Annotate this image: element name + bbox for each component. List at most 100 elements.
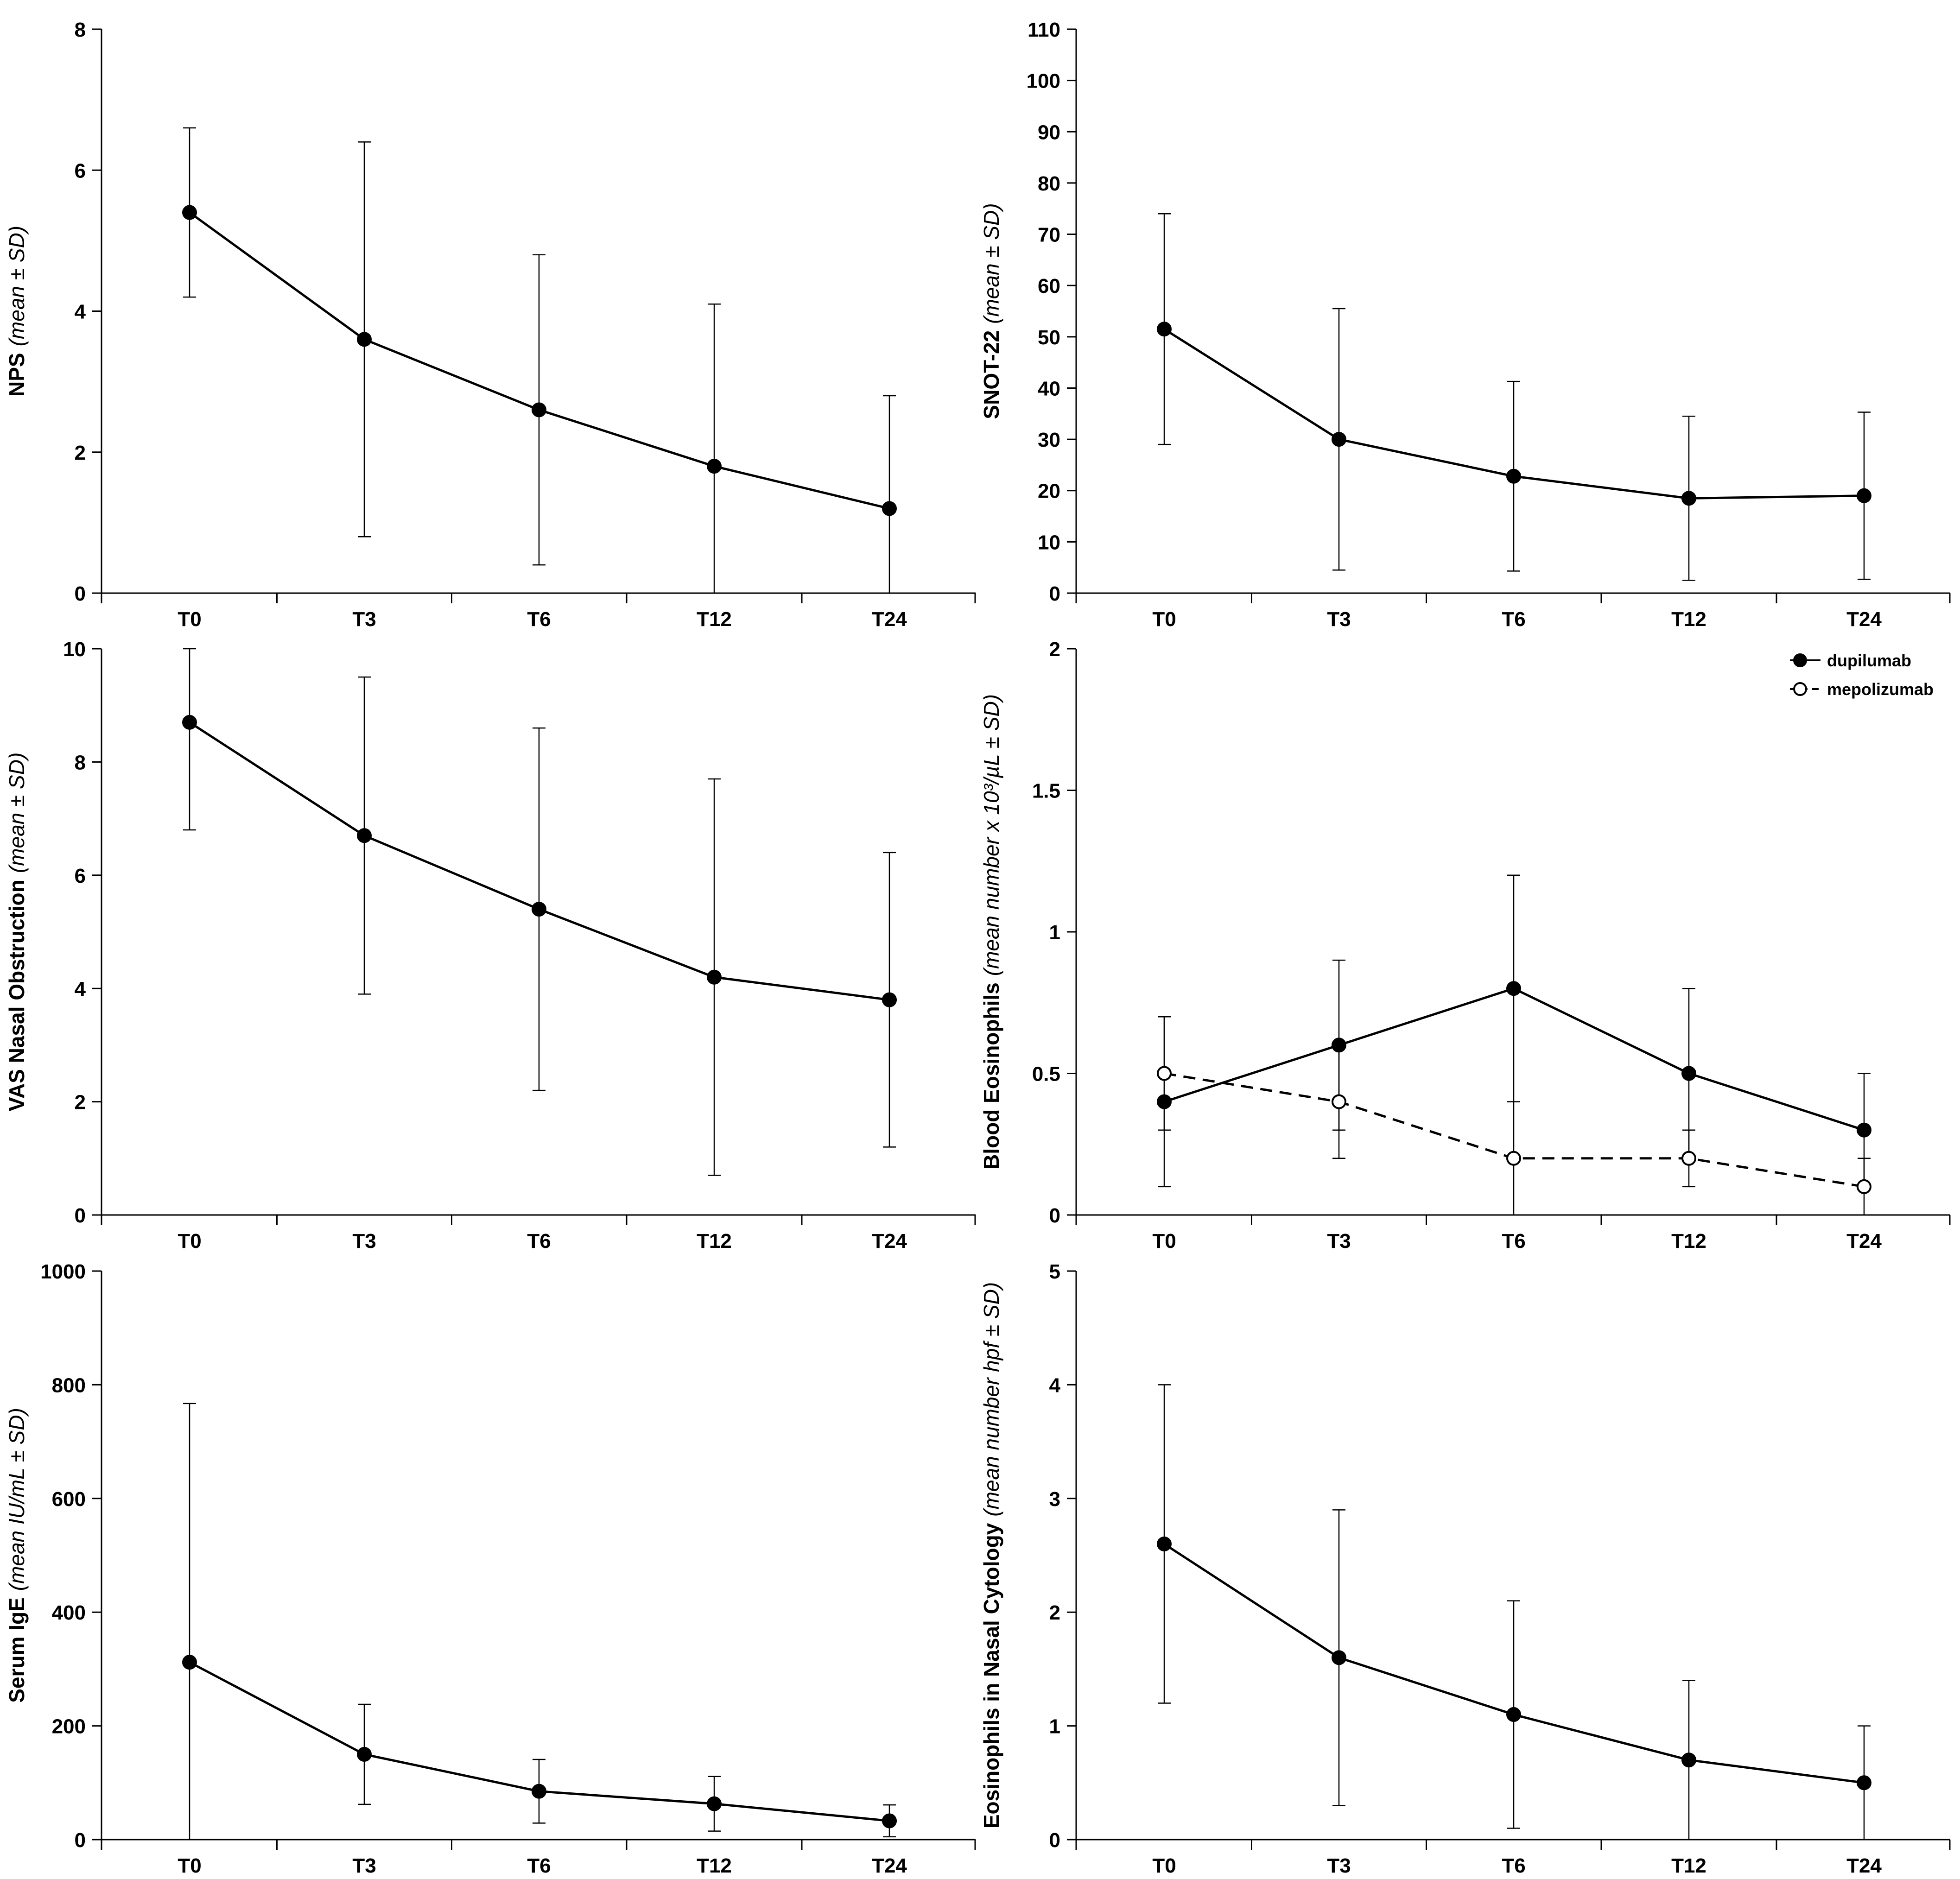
x-tick-label: T0 [178, 1230, 201, 1253]
data-point [1332, 1650, 1346, 1665]
y-tick-label: 0 [75, 582, 86, 605]
x-tick-label: T3 [1327, 1854, 1351, 1877]
data-point [1857, 488, 1871, 503]
data-point [882, 501, 897, 516]
legend-label: dupilumab [1827, 651, 1911, 670]
chart-panel-blood_eos: 0 0.5 1 1.5 2 T0 T3 T6 T12 T24 Blood Eosinophils (m… [979, 638, 1951, 1253]
data-point [1157, 1536, 1172, 1551]
legend-marker [1793, 653, 1807, 667]
y-axis-title-main: NPS [5, 353, 29, 397]
x-tick-label: T24 [872, 1230, 907, 1253]
x-tick-label: T0 [178, 1854, 201, 1877]
chart-panel-snot22: 0 10 20 30 40 50 60 70 80 90 100 110 T0 T3 T6 T12 T24 SNO… [979, 19, 1951, 631]
y-tick-label: 60 [1038, 275, 1060, 297]
y-tick-label: 110 [1028, 19, 1060, 41]
x-tick-label: T0 [178, 608, 201, 631]
chart-panel-vas: 0 2 4 6 8 10 T0 T3 T6 T12 T24 VAS Nasal Obstruction… [5, 638, 976, 1253]
x-tick-label: T6 [1502, 608, 1525, 631]
y-tick-label: 2 [1049, 638, 1060, 661]
y-tick-label: 0 [1049, 582, 1060, 605]
y-axis-title-main: Blood Eosinophils [979, 982, 1003, 1170]
y-tick-label: 4 [75, 978, 86, 1000]
y-tick-label: 0 [75, 1829, 86, 1852]
y-tick-label: 2 [75, 1091, 86, 1114]
y-tick-label: 0 [1049, 1829, 1060, 1852]
data-point [357, 332, 372, 347]
data-point [1681, 1066, 1696, 1081]
data-point [532, 902, 546, 917]
x-tick-label: T24 [1846, 608, 1882, 631]
data-point [1857, 1122, 1871, 1138]
y-tick-label: 8 [75, 19, 86, 41]
data-point [1506, 468, 1521, 484]
y-tick-label: 200 [52, 1715, 86, 1738]
y-axis-title-main: VAS Nasal Obstruction [5, 879, 29, 1111]
data-point [182, 1655, 197, 1670]
data-point [182, 715, 197, 730]
y-axis-title-main: SNOT-22 [979, 330, 1003, 419]
y-axis-title: VAS Nasal Obstruction (mean ± SD) [5, 753, 29, 1112]
x-tick-label: T6 [527, 1230, 551, 1253]
y-axis-title-main: Eosinophils in Nasal Cytology [979, 1523, 1003, 1828]
x-tick-label: T3 [352, 1854, 376, 1877]
series-mepolizumab [1157, 1016, 1871, 1215]
y-tick-label: 1000 [40, 1260, 86, 1283]
y-tick-label: 10 [1038, 531, 1060, 554]
data-point [1681, 1752, 1696, 1768]
data-point [882, 992, 897, 1007]
data-point [532, 402, 546, 418]
y-axis-title-unit: (mean ± SD) [979, 203, 1003, 323]
data-point [1857, 1179, 1871, 1194]
x-tick-label: T12 [697, 1230, 732, 1253]
y-tick-label: 30 [1038, 429, 1060, 451]
data-point [357, 1746, 372, 1762]
y-tick-label: 90 [1038, 121, 1060, 144]
data-point [707, 459, 722, 474]
y-tick-label: 800 [52, 1374, 86, 1397]
y-tick-label: 2 [75, 442, 86, 464]
data-point [1857, 1775, 1871, 1790]
y-tick-label: 1 [1049, 1715, 1060, 1738]
y-axis-title-unit: (mean ± SD) [5, 753, 29, 873]
y-tick-label: 50 [1038, 326, 1060, 349]
y-axis-title-main: Serum IgE [5, 1597, 29, 1703]
y-tick-label: 4 [1049, 1374, 1061, 1397]
y-tick-label: 100 [1027, 70, 1060, 93]
data-point [1332, 432, 1346, 447]
y-tick-label: 6 [75, 159, 86, 182]
data-point [1506, 981, 1521, 996]
x-tick-label: T12 [1671, 1230, 1706, 1253]
x-tick-label: T3 [1327, 608, 1351, 631]
y-tick-label: 1 [1049, 921, 1060, 944]
data-point [357, 828, 372, 843]
x-tick-label: T24 [872, 608, 907, 631]
y-tick-label: 400 [52, 1601, 86, 1624]
x-tick-label: T0 [1152, 1854, 1176, 1877]
data-point [1681, 1151, 1696, 1166]
series-dupilumab [182, 127, 897, 593]
chart-panel-nps: 0 2 4 6 8 T0 T3 T6 T12 T24 NPS (mean ± SD) [5, 19, 976, 631]
x-tick-label: T12 [697, 1854, 732, 1877]
data-point [182, 205, 197, 220]
x-tick-label: T24 [872, 1854, 907, 1877]
legend-label: mepolizumab [1827, 680, 1934, 699]
y-axis-title: NPS (mean ± SD) [5, 226, 29, 397]
data-point [707, 969, 722, 985]
y-tick-label: 4 [75, 301, 86, 323]
y-tick-label: 0 [1049, 1204, 1060, 1227]
y-tick-label: 2 [1049, 1601, 1060, 1624]
y-axis-title-unit: (mean IU/mL ± SD) [5, 1408, 29, 1591]
y-axis-title-unit: (mean number hpf ± SD) [979, 1282, 1003, 1517]
x-tick-label: T12 [697, 608, 732, 631]
y-tick-label: 70 [1038, 224, 1060, 247]
y-tick-label: 0 [75, 1204, 86, 1227]
y-tick-label: 10 [63, 638, 86, 661]
data-point [1506, 1707, 1521, 1722]
series-dupilumab [182, 1403, 897, 1840]
series-dupilumab [182, 648, 897, 1176]
data-point [1157, 322, 1172, 337]
x-tick-label: T12 [1671, 1854, 1706, 1877]
y-tick-label: 40 [1038, 377, 1060, 400]
y-tick-label: 80 [1038, 172, 1060, 195]
